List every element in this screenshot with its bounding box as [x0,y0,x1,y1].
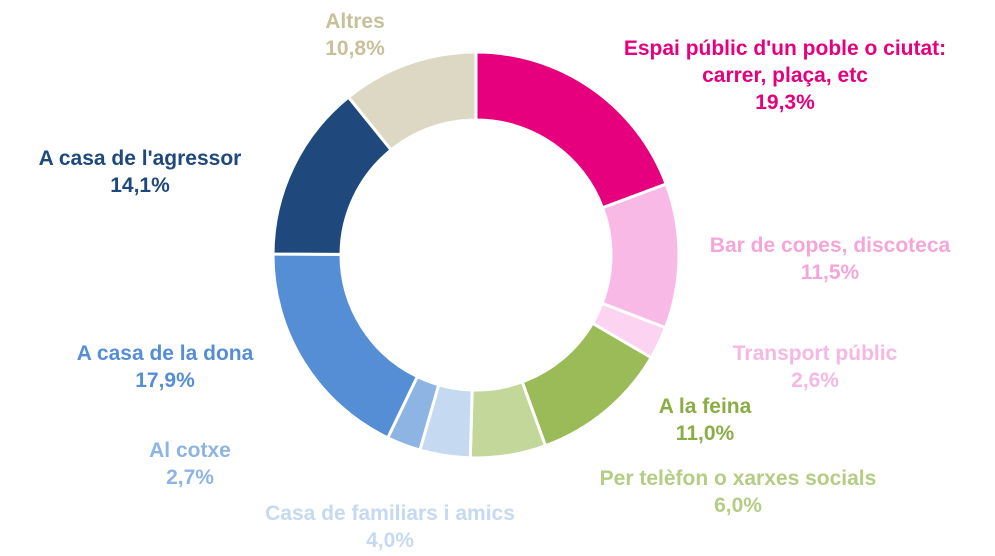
segment-label: Altres 10,8% [255,8,455,62]
value-label: 11,0% [675,422,735,445]
segment-label: Al cotxe 2,7% [90,437,290,491]
category-label: A casa de la dona [76,342,254,365]
category-label: Espai públic d'un poble o ciutat: carrer… [623,37,947,87]
category-label: A la feina [658,395,752,418]
segment-label: Espai públic d'un poble o ciutat: carrer… [620,35,950,116]
value-label: 14,1% [110,174,170,197]
segment-label: Casa de familiars i amics 4,0% [210,500,570,554]
value-label: 11,5% [800,261,860,284]
category-label: Casa de familiars i amics [265,502,515,525]
segment-label: Per telèfon o xarxes socials 6,0% [548,465,928,519]
value-label: 19,3% [755,91,815,114]
category-label: Transport públic [732,342,898,365]
segment-label: Transport públic 2,6% [685,340,945,394]
value-label: 10,8% [325,37,385,60]
category-label: A casa de l'agressor [38,147,242,170]
value-label: 6,0% [714,494,762,517]
value-label: 17,9% [135,369,195,392]
category-label: Bar de copes, discoteca [709,234,951,257]
value-label: 4,0% [366,529,414,552]
segment [346,50,478,153]
value-label: 2,6% [791,369,839,392]
segment-label: A casa de l'agressor 14,1% [0,145,285,199]
category-label: Al cotxe [149,439,231,462]
segment-label: A casa de la dona 17,9% [35,340,295,394]
segment-label: A la feina 11,0% [605,393,805,447]
segment [600,182,681,330]
value-label: 2,7% [166,466,214,489]
category-label: Per telèfon o xarxes socials [599,467,877,490]
segment-label: Bar de copes, discoteca 11,5% [680,232,980,286]
category-label: Altres [325,10,385,33]
